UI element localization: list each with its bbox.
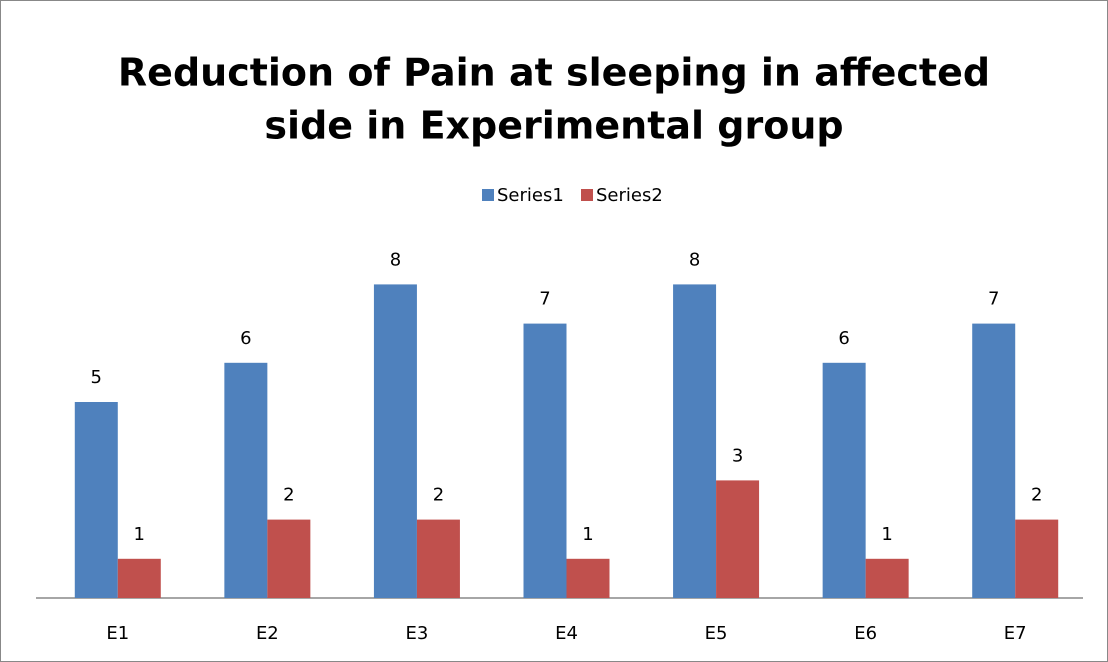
bar xyxy=(566,558,610,598)
data-label: 7 xyxy=(988,289,999,310)
bar xyxy=(673,284,717,598)
x-tick-label: E7 xyxy=(1004,623,1027,644)
data-label: 3 xyxy=(732,445,743,466)
x-tick-label: E1 xyxy=(106,623,129,644)
data-label: 8 xyxy=(390,249,401,270)
bar xyxy=(1015,519,1059,598)
bar xyxy=(523,323,567,598)
data-label: 2 xyxy=(433,485,444,506)
legend-swatch xyxy=(581,189,593,201)
legend-label: Series1 xyxy=(497,185,564,206)
x-tick-label: E3 xyxy=(406,623,429,644)
bar xyxy=(716,480,760,598)
bar xyxy=(74,402,118,598)
x-tick-label: E5 xyxy=(705,623,728,644)
data-label: 5 xyxy=(91,367,102,388)
legend-swatch xyxy=(482,189,494,201)
bar xyxy=(373,284,417,598)
bar xyxy=(267,519,311,598)
chart-title: side in Experimental group xyxy=(264,104,843,148)
x-tick-label: E2 xyxy=(256,623,279,644)
data-label: 8 xyxy=(689,249,700,270)
data-label: 6 xyxy=(240,328,251,349)
bar xyxy=(972,323,1016,598)
data-label: 6 xyxy=(838,328,849,349)
bar xyxy=(416,519,460,598)
data-label: 7 xyxy=(539,289,550,310)
data-label: 1 xyxy=(134,524,145,545)
x-tick-label: E4 xyxy=(555,623,578,644)
legend-label: Series2 xyxy=(596,185,663,206)
data-label: 2 xyxy=(1031,485,1042,506)
bar xyxy=(117,558,161,598)
bar xyxy=(224,362,268,598)
bar xyxy=(822,362,866,598)
x-tick-label: E6 xyxy=(854,623,877,644)
bar xyxy=(865,558,909,598)
data-label: 1 xyxy=(582,524,593,545)
data-label: 2 xyxy=(283,485,294,506)
data-label: 1 xyxy=(881,524,892,545)
chart-title: Reduction of Pain at sleeping in affecte… xyxy=(118,51,990,95)
